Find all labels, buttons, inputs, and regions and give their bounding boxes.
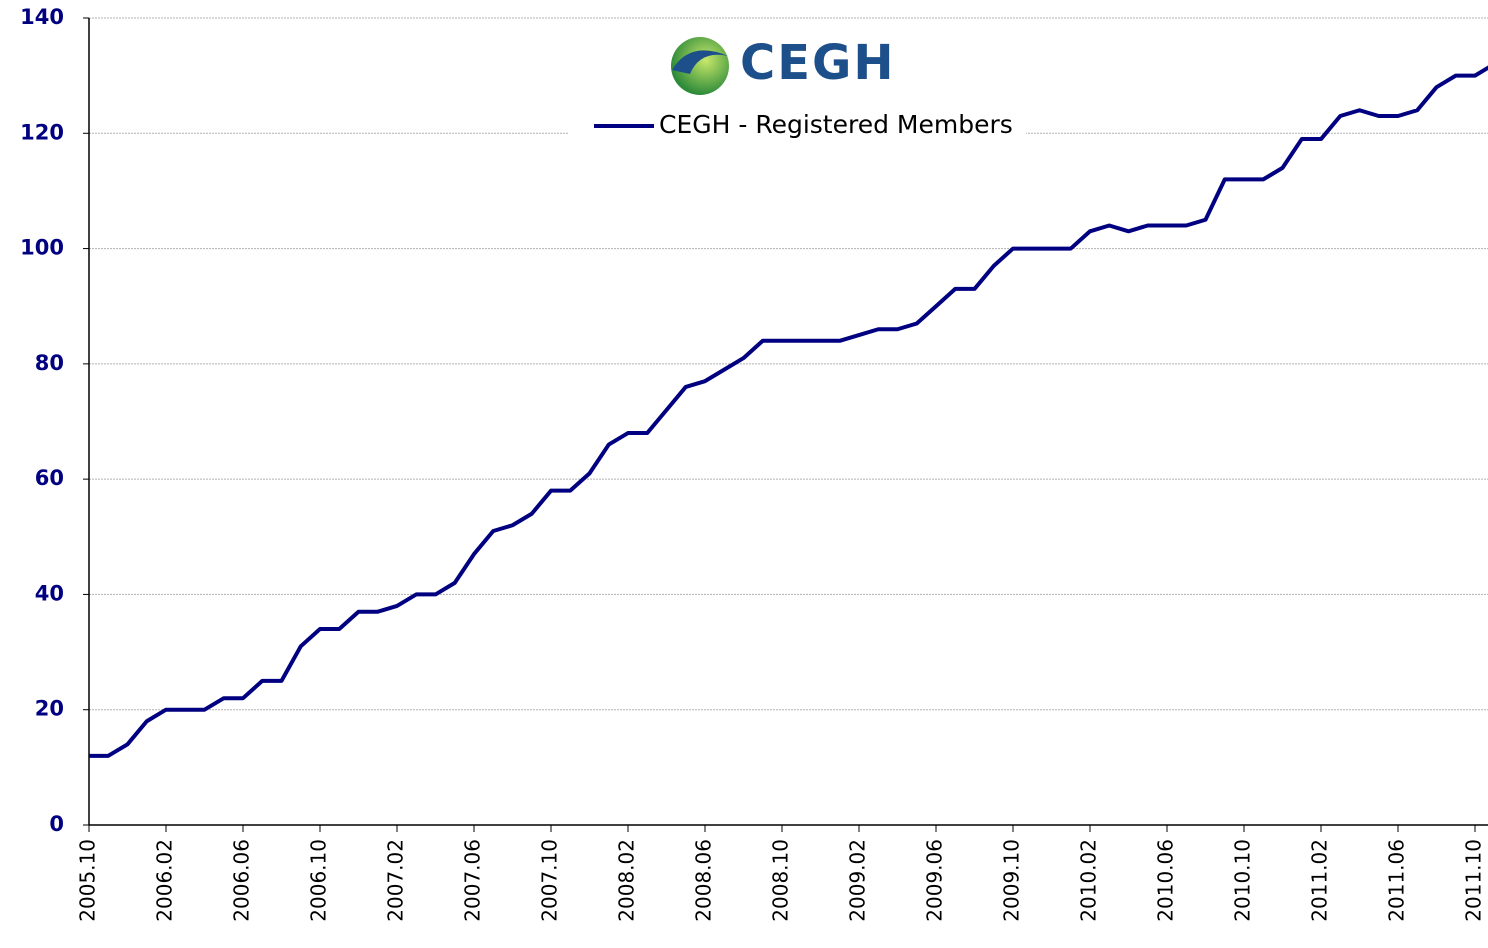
logo-swoosh	[672, 50, 728, 74]
logo-icon	[671, 37, 729, 95]
y-tick-label: 0	[49, 812, 64, 836]
y-tick-label: 80	[35, 351, 64, 375]
x-tick-label: 2010.02	[1077, 839, 1101, 922]
x-tick-label: 2009.10	[1000, 839, 1024, 922]
x-tick-label: 2011.06	[1385, 839, 1409, 922]
x-tick-label: 2009.02	[846, 839, 870, 922]
logo-text: CEGH	[740, 35, 896, 91]
x-tick-label: 2007.02	[384, 839, 408, 922]
x-tick-label: 2008.06	[692, 839, 716, 922]
x-tick-label: 2011.02	[1308, 839, 1332, 922]
x-tick-label: 2009.06	[923, 839, 947, 922]
x-tick-label: 2010.06	[1154, 839, 1178, 922]
x-tick-label: 2006.06	[230, 839, 254, 922]
x-tick-label: 2008.10	[769, 839, 793, 922]
y-tick-label: 100	[20, 236, 64, 260]
x-tick-label: 2006.02	[153, 839, 177, 922]
y-tick-label: 20	[35, 697, 64, 721]
y-tick-label: 60	[35, 466, 64, 490]
x-tick-label: 2011.10	[1462, 839, 1486, 922]
x-tick-label: 2005.10	[76, 839, 100, 922]
y-tick-label: 120	[20, 120, 64, 144]
data-line	[89, 65, 1488, 758]
legend-label: CEGH - Registered Members	[659, 110, 1013, 139]
y-tick-label: 40	[35, 581, 64, 605]
x-tick-label: 2007.10	[538, 839, 562, 922]
legend-box	[568, 30, 1026, 155]
y-tick-label: 140	[20, 5, 64, 29]
x-tick-label: 2010.10	[1231, 839, 1255, 922]
x-tick-label: 2008.02	[615, 839, 639, 922]
x-tick-label: 2006.10	[307, 839, 331, 922]
x-tick-label: 2007.06	[461, 839, 485, 922]
